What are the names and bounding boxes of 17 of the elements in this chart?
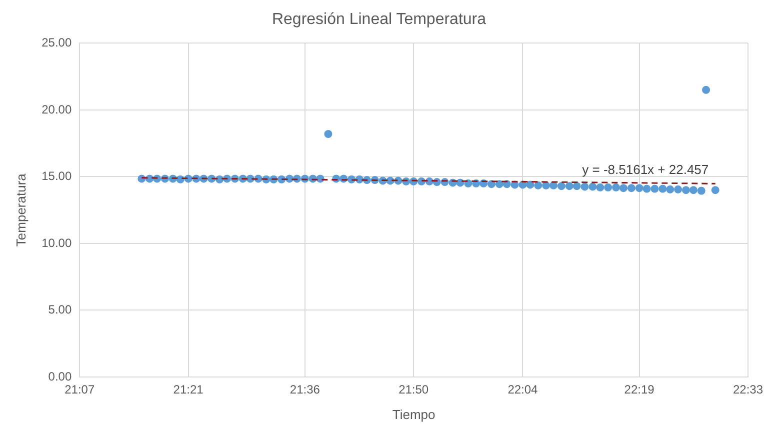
x-tick-label: 22:04	[508, 382, 538, 397]
y-tick-label: 5.00	[48, 302, 72, 317]
annotation: y = -8.5161x + 22.457	[582, 162, 709, 177]
y-tick-label: 20.00	[42, 102, 72, 116]
x-tick-label: 21:50	[398, 382, 429, 397]
y-tick-label: 0.00	[48, 369, 72, 384]
y-tick-label: 25.00	[42, 36, 72, 50]
y-tick-label: 10.00	[42, 236, 72, 250]
chart-title: Regresión Lineal Temperatura	[272, 11, 486, 28]
x-tick-label: 22:19	[624, 382, 655, 397]
y-tick-label: 15.00	[42, 169, 72, 184]
x-tick-label: 22:33	[732, 382, 764, 397]
y-axis-title: Temperatura	[13, 172, 28, 247]
x-tick-label: 21:36	[290, 382, 320, 397]
x-tick-label: 21:07	[64, 382, 95, 397]
x-tick-label: 21:21	[173, 382, 204, 397]
x-axis-title: Tiempo	[392, 406, 436, 422]
